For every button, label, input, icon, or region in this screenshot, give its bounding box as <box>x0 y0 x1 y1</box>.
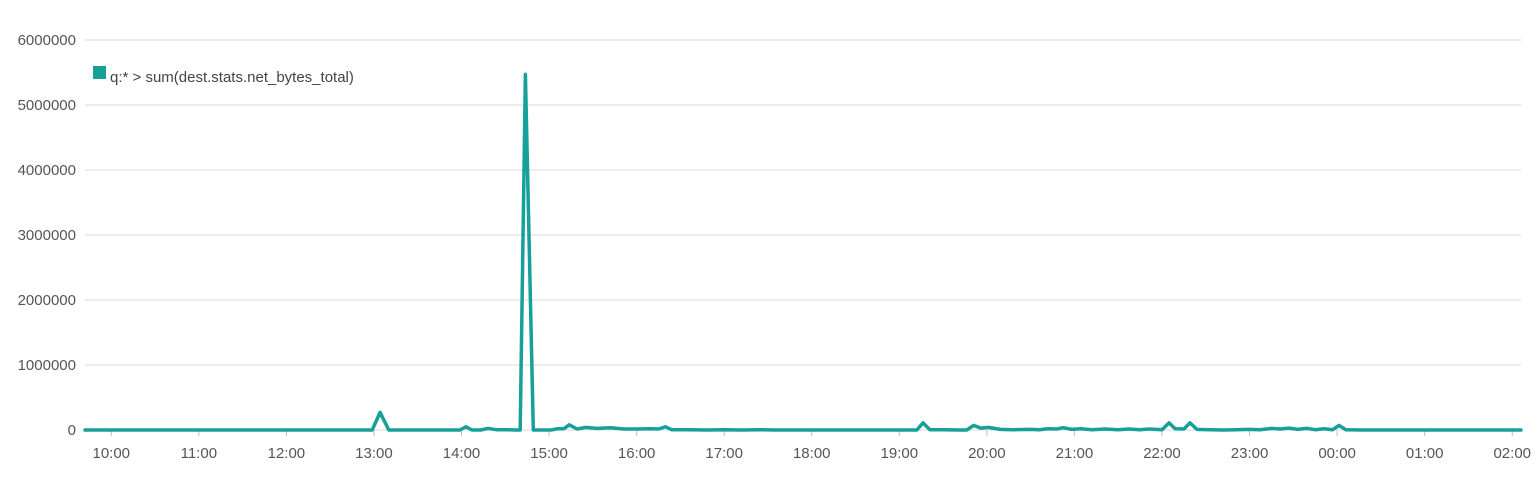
x-tick-label: 02:00 <box>1493 445 1531 462</box>
x-tick-label: 17:00 <box>705 445 743 462</box>
x-tick-label: 23:00 <box>1231 445 1269 462</box>
y-tick-label: 6000000 <box>18 32 76 49</box>
y-tick-label: 1000000 <box>18 357 76 374</box>
x-tick-label: 10:00 <box>92 445 130 462</box>
y-tick-label: 0 <box>68 422 76 439</box>
x-tick-label: 00:00 <box>1318 445 1356 462</box>
y-tick-label: 5000000 <box>18 97 76 114</box>
x-tick-label: 20:00 <box>968 445 1006 462</box>
x-tick-label: 14:00 <box>443 445 481 462</box>
x-tick-label: 11:00 <box>181 445 217 462</box>
legend-swatch[interactable] <box>93 66 106 79</box>
x-tick-label: 21:00 <box>1056 445 1094 462</box>
x-tick-label: 18:00 <box>793 445 831 462</box>
y-tick-label: 3000000 <box>18 227 76 244</box>
legend[interactable]: q:* > sum(dest.stats.net_bytes_total) <box>93 66 354 86</box>
series-layer <box>83 72 1523 432</box>
x-tick-label: 01:00 <box>1406 445 1444 462</box>
grid-layer <box>85 39 1521 431</box>
x-tick-label: 15:00 <box>530 445 568 462</box>
x-axis: 10:00 11:00 12:00 13:00 14:00 15:00 16:00 17:00… <box>92 430 1531 462</box>
y-tick-label: 4000000 <box>18 162 76 179</box>
x-tick-label: 22:00 <box>1143 445 1181 462</box>
legend-label[interactable]: q:* > sum(dest.stats.net_bytes_total) <box>110 69 354 86</box>
x-tick-label: 12:00 <box>268 445 306 462</box>
x-tick-label: 13:00 <box>355 445 393 462</box>
series-line-0[interactable] <box>83 72 1523 432</box>
y-tick-label: 2000000 <box>18 292 76 309</box>
x-tick-label: 16:00 <box>618 445 656 462</box>
y-axis: 0 1000000 2000000 3000000 4000000 5000000 6000… <box>18 32 76 439</box>
x-tick-label: 19:00 <box>881 445 919 462</box>
